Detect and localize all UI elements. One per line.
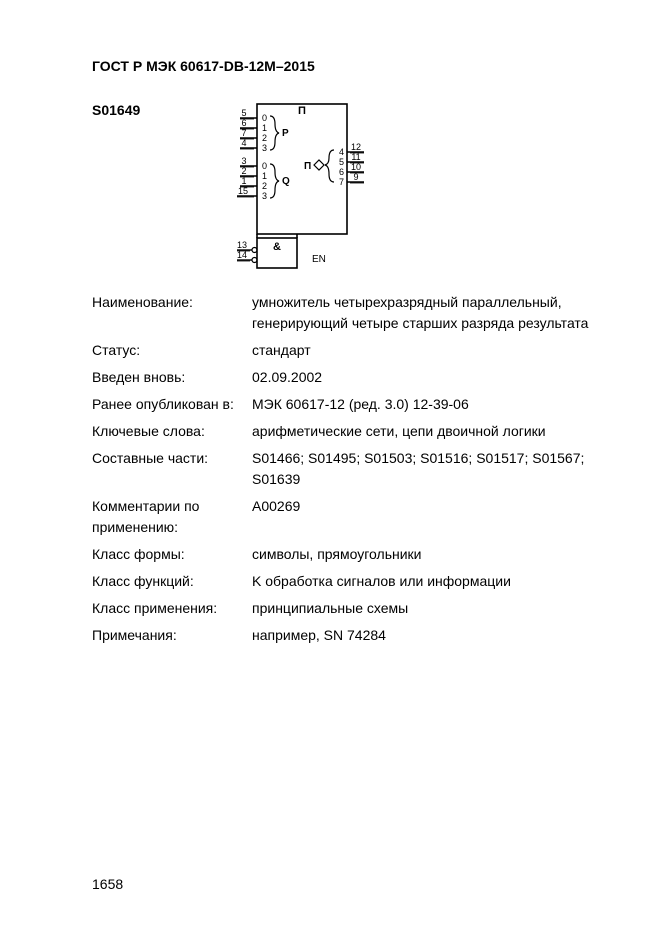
svg-text:6: 6 bbox=[339, 167, 344, 177]
label-comments: Комментарии по применению: bbox=[92, 496, 252, 538]
svg-text:2: 2 bbox=[262, 133, 267, 143]
value-notes: например, SN 74284 bbox=[252, 625, 591, 646]
label-components: Составные части: bbox=[92, 448, 252, 469]
label-pi-top: Π bbox=[298, 105, 306, 117]
svg-text:4: 4 bbox=[241, 138, 246, 148]
svg-text:13: 13 bbox=[237, 240, 247, 250]
svg-text:10: 10 bbox=[351, 162, 361, 172]
svg-text:6: 6 bbox=[241, 118, 246, 128]
svg-text:1: 1 bbox=[262, 123, 267, 133]
svg-text:14: 14 bbox=[237, 250, 247, 260]
value-name: умножитель четырехразрядный параллельный… bbox=[252, 292, 591, 334]
symbol-id: S01649 bbox=[92, 102, 222, 118]
circuit-diagram: Π 5 0 6 1 7 2 4 bbox=[222, 102, 367, 282]
svg-text:Q: Q bbox=[282, 176, 290, 187]
value-comments: A00269 bbox=[252, 496, 591, 517]
value-status: стандарт bbox=[252, 340, 591, 361]
left-pins: 5 0 6 1 7 2 4 3 P bbox=[237, 108, 290, 263]
svg-text:5: 5 bbox=[241, 108, 246, 118]
svg-text:9: 9 bbox=[353, 172, 358, 182]
label-name: Наименование: bbox=[92, 292, 252, 313]
svg-text:2: 2 bbox=[262, 181, 267, 191]
value-app-class: принципиальные схемы bbox=[252, 598, 591, 619]
svg-text:3: 3 bbox=[262, 143, 267, 153]
svg-text:0: 0 bbox=[262, 113, 267, 123]
svg-text:7: 7 bbox=[339, 177, 344, 187]
label-status: Статус: bbox=[92, 340, 252, 361]
label-notes: Примечания: bbox=[92, 625, 252, 646]
svg-text:3: 3 bbox=[262, 191, 267, 201]
svg-text:0: 0 bbox=[262, 161, 267, 171]
svg-text:15: 15 bbox=[238, 186, 248, 196]
svg-text:1: 1 bbox=[241, 176, 246, 186]
value-prev-pub: МЭК 60617-12 (ред. 3.0) 12-39-06 bbox=[252, 394, 591, 415]
svg-text:11: 11 bbox=[351, 152, 360, 162]
label-keywords: Ключевые слова: bbox=[92, 421, 252, 442]
value-func-class: K обработка сигналов или информации bbox=[252, 571, 591, 592]
svg-text:5: 5 bbox=[339, 157, 344, 167]
value-components: S01466; S01495; S01503; S01516; S01517; … bbox=[252, 448, 591, 490]
svg-text:7: 7 bbox=[241, 128, 246, 138]
label-shape-class: Класс формы: bbox=[92, 544, 252, 565]
document-header: ГОСТ Р МЭК 60617-DB-12M–2015 bbox=[92, 58, 591, 74]
svg-text:3: 3 bbox=[241, 156, 246, 166]
label-app-class: Класс применения: bbox=[92, 598, 252, 619]
svg-text:Π: Π bbox=[304, 161, 311, 172]
svg-text:2: 2 bbox=[241, 166, 246, 176]
value-shape-class: символы, прямоугольники bbox=[252, 544, 591, 565]
label-func-class: Класс функций: bbox=[92, 571, 252, 592]
value-keywords: арифметические сети, цепи двоичной логик… bbox=[252, 421, 591, 442]
value-reintroduced: 02.09.2002 bbox=[252, 367, 591, 388]
label-reintroduced: Введен вновь: bbox=[92, 367, 252, 388]
svg-text:4: 4 bbox=[339, 147, 344, 157]
svg-text:&: & bbox=[273, 241, 281, 253]
page-number: 1658 bbox=[92, 876, 123, 892]
svg-text:1: 1 bbox=[262, 171, 267, 181]
label-prev-pub: Ранее опубликован в: bbox=[92, 394, 252, 415]
svg-text:P: P bbox=[282, 128, 289, 139]
svg-text:12: 12 bbox=[351, 142, 361, 152]
svg-text:EN: EN bbox=[312, 254, 326, 265]
